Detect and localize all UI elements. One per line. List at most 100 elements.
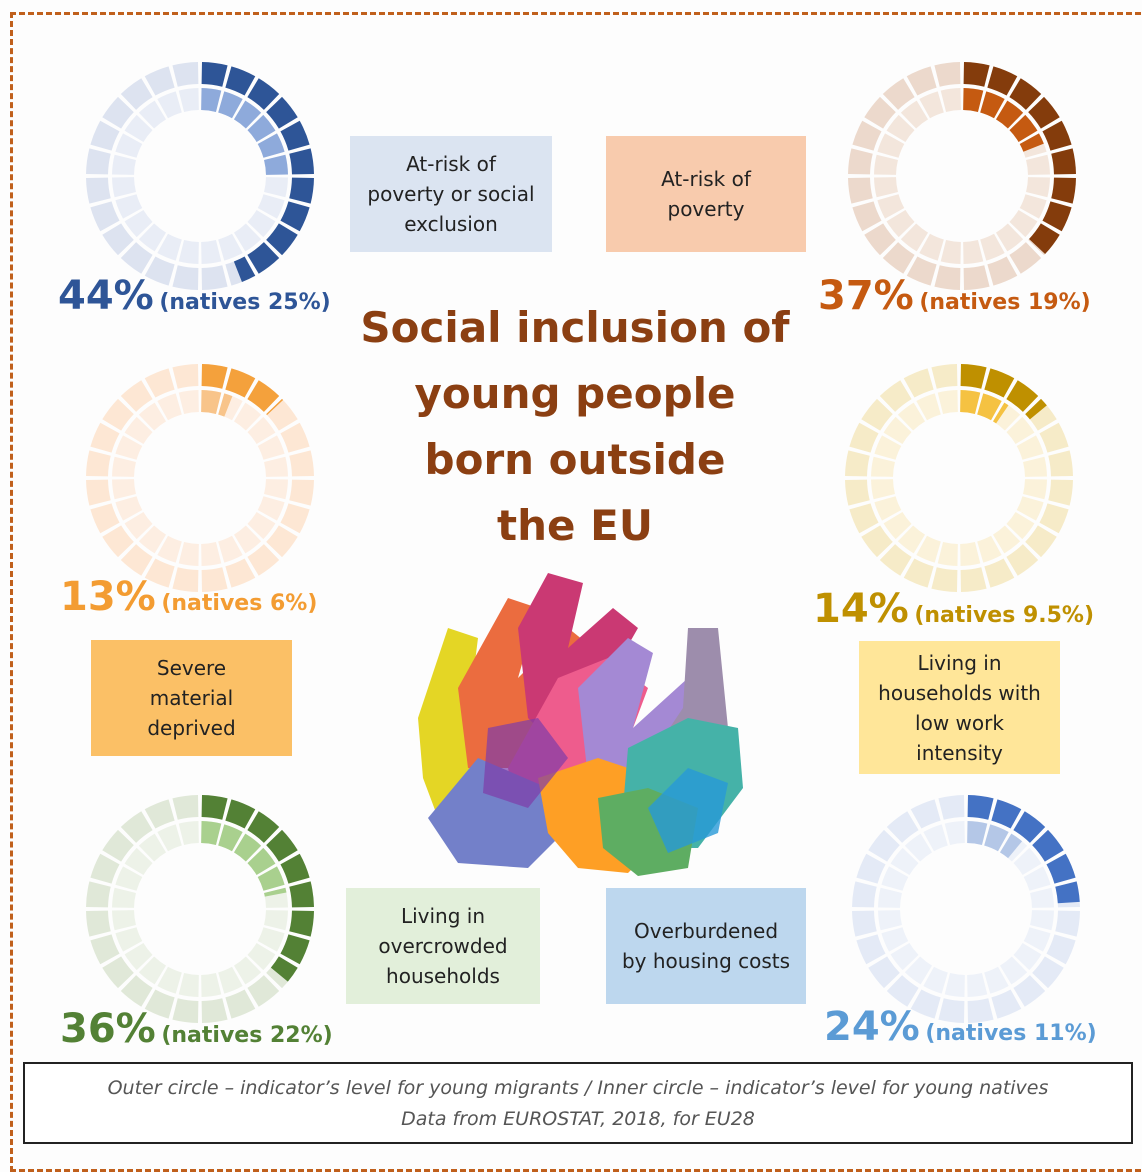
outer-ring-segment xyxy=(987,256,1018,286)
footer-line-1: Outer circle – indicator’s level for you… xyxy=(107,1077,1049,1099)
inner-ring-segment xyxy=(247,416,276,445)
outer-ring-segment xyxy=(852,201,882,232)
inner-ring-segment-filled xyxy=(980,91,1005,119)
inner-ring-segment xyxy=(124,114,153,143)
outer-ring-segment xyxy=(225,558,256,588)
inner-ring-segment xyxy=(124,416,153,445)
migrant-value: 36% xyxy=(60,1006,156,1052)
inner-ring-segment-filled xyxy=(218,824,243,852)
inner-ring-segment xyxy=(157,91,182,119)
outer-ring-segment-filled xyxy=(289,910,314,937)
outer-ring-segment xyxy=(938,795,965,820)
inner-ring-segment-filled xyxy=(201,88,222,112)
page-title: Social inclusion of young people born ou… xyxy=(340,295,810,559)
inner-ring-segment xyxy=(138,956,167,985)
natives-value: (natives 9.5%) xyxy=(914,603,1095,628)
outer-ring-segment xyxy=(886,811,919,843)
outer-ring-segment xyxy=(1039,503,1069,534)
outer-ring-segment xyxy=(845,479,870,506)
inner-ring-segment xyxy=(1016,435,1044,460)
inner-ring-segment xyxy=(1030,887,1054,908)
outer-ring-segment xyxy=(90,853,120,884)
outer-ring-segment-filled xyxy=(289,177,314,204)
outer-ring-segment-filled xyxy=(984,368,1015,398)
outer-ring-segment xyxy=(1048,479,1073,506)
label-text: At-risk of poverty xyxy=(661,167,751,221)
outer-ring-segment xyxy=(102,829,134,862)
inner-ring-segment xyxy=(937,542,958,566)
outer-ring-segment xyxy=(1039,422,1069,453)
inner-ring-segment xyxy=(897,525,926,554)
title-line: young people xyxy=(414,369,736,418)
outer-ring-segment-filled xyxy=(960,364,987,389)
outer-ring-segment xyxy=(984,558,1015,588)
inner-ring-segment xyxy=(940,88,961,112)
inner-ring-segment xyxy=(115,133,143,158)
outer-ring-segment xyxy=(90,503,120,534)
outer-ring-segment-filled xyxy=(201,62,228,87)
outer-ring-segment xyxy=(120,975,153,1007)
outer-ring-segment-filled xyxy=(289,148,314,175)
inner-ring-segment-filled xyxy=(264,887,287,897)
inner-ring-segment xyxy=(138,402,167,431)
outer-ring-segment-filled xyxy=(987,66,1018,96)
outer-ring-segment-filled xyxy=(225,368,256,398)
inner-ring-segment xyxy=(247,942,276,971)
inner-ring-segment xyxy=(878,887,902,908)
outer-ring-segment-filled xyxy=(1028,96,1060,129)
outer-ring-segment xyxy=(852,881,877,908)
outer-ring-segment-filled xyxy=(225,799,256,829)
inner-ring-segment xyxy=(937,390,958,414)
outer-ring-segment xyxy=(247,544,280,576)
outer-ring-segment xyxy=(102,398,134,431)
inner-ring-segment xyxy=(112,154,136,175)
inner-ring-segment xyxy=(874,177,898,198)
outer-ring-segment xyxy=(1009,242,1042,274)
outer-ring-segment xyxy=(868,956,900,989)
inner-ring-segment xyxy=(178,240,199,264)
outer-ring-segment xyxy=(289,479,314,506)
inner-ring-segment-filled xyxy=(201,390,222,414)
inner-ring-segment xyxy=(1006,416,1035,445)
migrant-value: 24% xyxy=(824,1004,920,1050)
outer-ring-segment xyxy=(848,148,873,175)
inner-ring-segment-filled xyxy=(977,393,1002,421)
inner-ring-segment xyxy=(112,177,136,198)
title-line: Social inclusion of xyxy=(360,303,790,352)
outer-ring-segment xyxy=(90,934,120,965)
outer-ring-segment-filled xyxy=(1042,201,1072,232)
outer-ring-segment-filled xyxy=(247,78,280,110)
label-text: Severe material deprived xyxy=(147,656,236,740)
outer-ring-segment xyxy=(86,479,111,506)
outer-ring-segment xyxy=(90,422,120,453)
outer-ring-segment-filled xyxy=(991,799,1022,829)
percentage-label: 13% (natives 6%) xyxy=(60,574,317,620)
outer-ring-segment xyxy=(879,380,912,412)
inner-ring-segment xyxy=(871,456,895,477)
outer-ring-segment-filled xyxy=(1009,78,1042,110)
inner-ring-segment xyxy=(874,496,902,521)
outer-ring-segment xyxy=(1048,450,1073,477)
inner-ring-segment-filled xyxy=(995,100,1024,129)
inner-ring-segment xyxy=(138,100,167,129)
percentage-label: 36% (natives 22%) xyxy=(60,1006,333,1052)
outer-ring-segment xyxy=(102,96,134,129)
inner-ring-segment xyxy=(218,966,243,994)
inner-ring-segment xyxy=(944,973,965,997)
outer-ring-segment-filled xyxy=(967,795,994,820)
inner-ring-segment-filled xyxy=(967,821,988,845)
inner-ring-segment xyxy=(900,100,929,129)
outer-ring-segment-filled xyxy=(1025,398,1047,420)
outer-ring-segment xyxy=(144,66,175,96)
outer-ring-segment-filled xyxy=(963,62,990,87)
inner-ring-segment xyxy=(1023,456,1047,477)
inner-ring-segment xyxy=(1013,942,1042,971)
inner-ring-segment xyxy=(112,887,136,908)
inner-ring-segment xyxy=(157,966,182,994)
outer-ring-segment xyxy=(852,120,882,151)
inner-ring-segment xyxy=(124,209,153,238)
inner-ring-segment xyxy=(264,479,288,500)
outer-ring-segment xyxy=(86,177,111,204)
outer-ring-segment xyxy=(856,853,886,884)
inner-ring-segment xyxy=(923,824,948,852)
